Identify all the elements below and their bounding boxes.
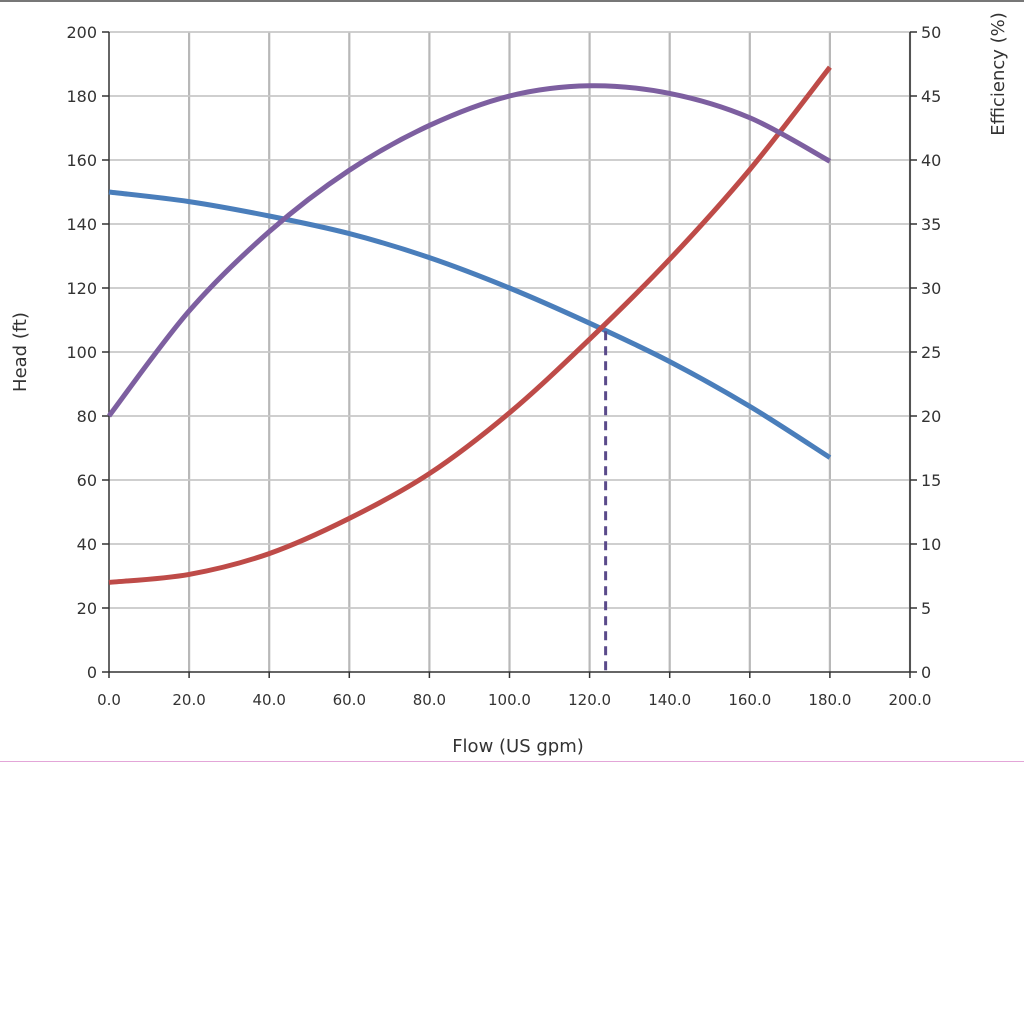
x-tick-label: 40.0 — [252, 691, 285, 709]
y2-tick-label: 45 — [921, 87, 941, 106]
y-tick-label: 200 — [66, 23, 97, 42]
x-tick-label: 20.0 — [172, 691, 205, 709]
grid — [109, 31, 912, 672]
y2-tick-label: 20 — [921, 407, 941, 426]
y-axis-label: Head (ft) — [10, 312, 31, 392]
y-tick-label: 60 — [77, 471, 97, 490]
x-tick-label: 0.0 — [97, 691, 121, 709]
y-tick-label: 120 — [66, 279, 97, 298]
series-group — [107, 65, 832, 672]
x-tick-label: 140.0 — [648, 691, 691, 709]
system-curve — [108, 65, 832, 585]
pump-head-curve — [108, 189, 832, 460]
y2-tick-label: 25 — [921, 343, 941, 362]
y-tick-label: 100 — [66, 343, 97, 362]
x-tick-label: 80.0 — [413, 691, 446, 709]
y2-tick-label: 15 — [921, 471, 941, 490]
y2-tick-label: 30 — [921, 279, 941, 298]
y-tick-label: 0 — [87, 663, 97, 682]
x-tick-label: 60.0 — [333, 691, 366, 709]
y-tick-label: 140 — [66, 215, 97, 234]
y2-tick-label: 35 — [921, 215, 941, 234]
y-tick-label: 20 — [77, 599, 97, 618]
y2-axis-label: Efficiency (%) — [988, 12, 1009, 136]
y-tick-label: 180 — [66, 87, 97, 106]
efficiency-curve — [107, 83, 832, 418]
y2-tick-label: 5 — [921, 599, 931, 618]
x-tick-label: 120.0 — [568, 691, 611, 709]
y2-tick-label: 40 — [921, 151, 941, 170]
x-tick-label: 200.0 — [889, 691, 932, 709]
y-tick-label: 80 — [77, 407, 97, 426]
x-tick-label: 180.0 — [808, 691, 851, 709]
separator-line — [0, 761, 1024, 762]
y2-tick-label: 50 — [921, 23, 941, 42]
y-tick-label: 40 — [77, 535, 97, 554]
top-border — [0, 0, 1024, 2]
y2-tick-label: 10 — [921, 535, 941, 554]
x-tick-label: 100.0 — [488, 691, 531, 709]
x-tick-label: 160.0 — [728, 691, 771, 709]
x-axis-label: Flow (US gpm) — [452, 736, 584, 757]
axes: 0.0 20.0 40.0 60.0 80.0 100.0 120.0 140.0 160.0 1… — [66, 23, 941, 709]
y-tick-label: 160 — [66, 151, 97, 170]
y2-tick-label: 0 — [921, 663, 931, 682]
